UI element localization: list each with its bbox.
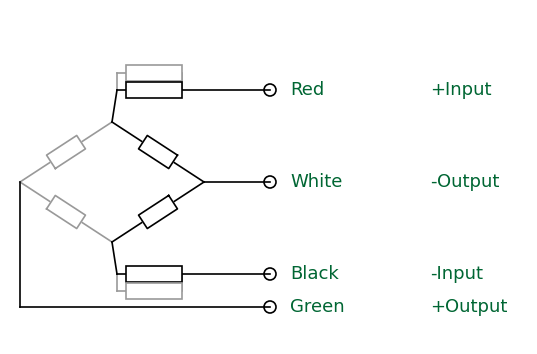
Bar xyxy=(126,82,182,98)
Text: Red: Red xyxy=(290,81,324,99)
Bar xyxy=(126,283,182,299)
Polygon shape xyxy=(47,195,85,229)
Text: Black: Black xyxy=(290,265,339,283)
Text: -Output: -Output xyxy=(430,173,499,191)
Text: +Output: +Output xyxy=(430,298,507,316)
Polygon shape xyxy=(47,136,85,169)
Polygon shape xyxy=(139,136,177,169)
Text: White: White xyxy=(290,173,343,191)
Bar xyxy=(126,65,182,81)
Polygon shape xyxy=(139,195,177,229)
Text: Green: Green xyxy=(290,298,345,316)
Text: +Input: +Input xyxy=(430,81,491,99)
Text: -Input: -Input xyxy=(430,265,483,283)
Bar xyxy=(126,266,182,282)
